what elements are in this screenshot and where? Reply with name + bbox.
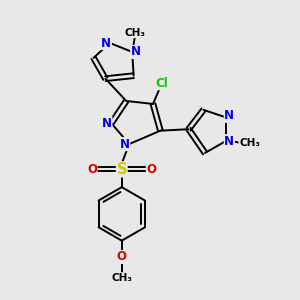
Text: CH₃: CH₃ — [111, 273, 132, 283]
Text: O: O — [146, 163, 157, 176]
Text: N: N — [101, 37, 111, 50]
Text: CH₃: CH₃ — [124, 28, 146, 38]
Text: N: N — [102, 117, 112, 130]
Text: Cl: Cl — [155, 76, 168, 90]
Text: N: N — [224, 135, 234, 148]
Text: N: N — [131, 45, 141, 58]
Text: N: N — [120, 138, 130, 151]
Text: O: O — [87, 163, 97, 176]
Text: S: S — [116, 162, 127, 177]
Text: O: O — [117, 250, 127, 263]
Text: N: N — [224, 109, 234, 122]
Text: CH₃: CH₃ — [239, 138, 260, 148]
